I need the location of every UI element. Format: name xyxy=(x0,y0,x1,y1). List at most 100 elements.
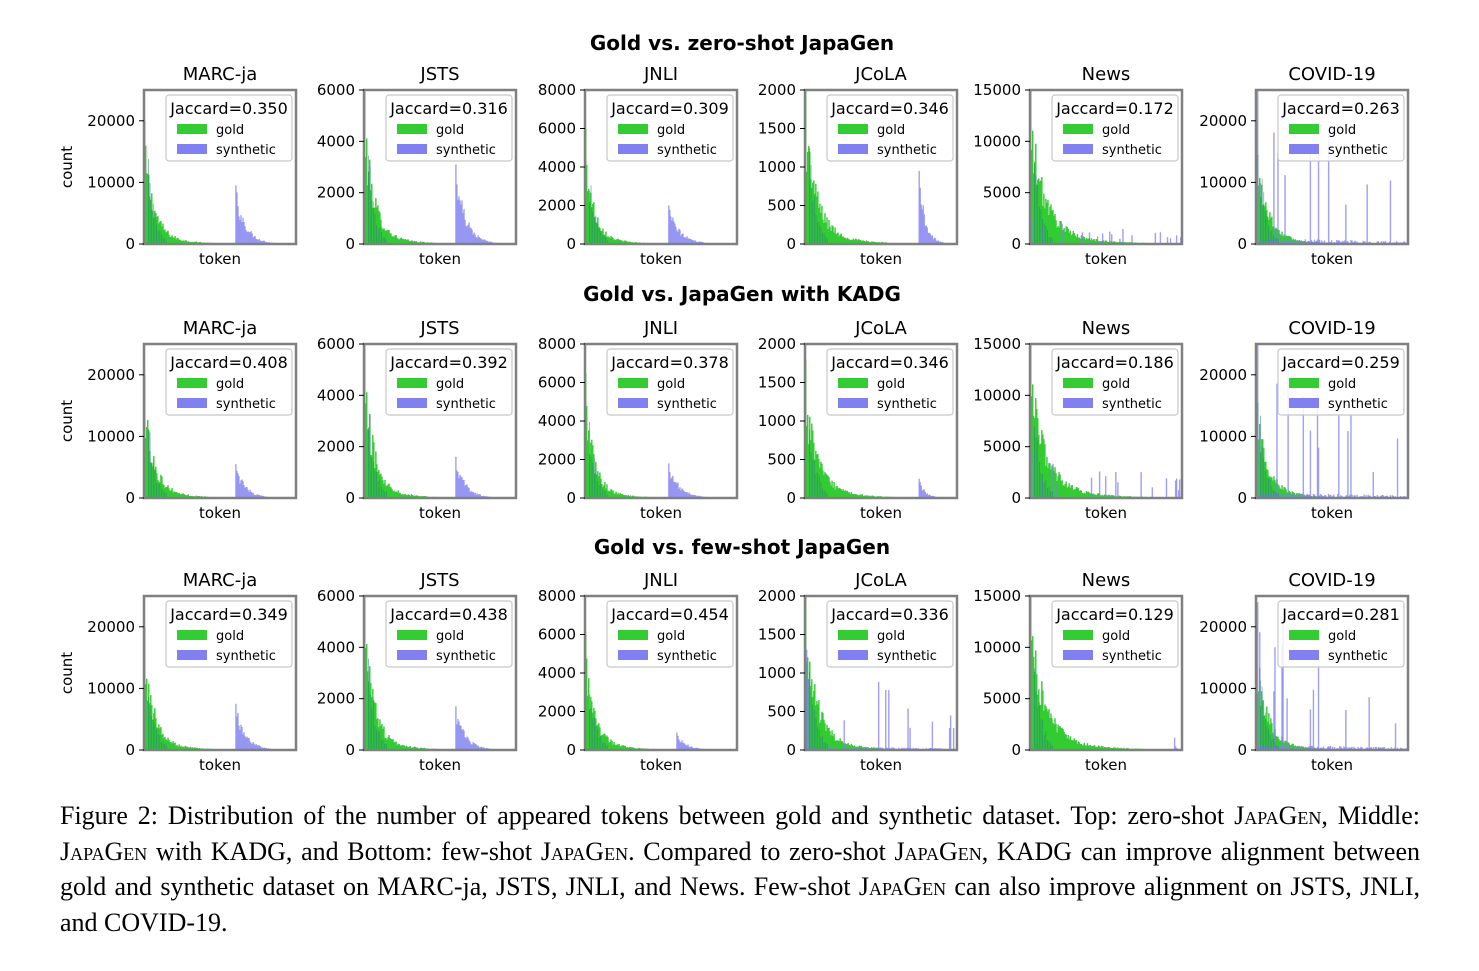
y-tick-label: 0 xyxy=(1237,489,1247,507)
gold-bar xyxy=(1094,240,1097,244)
legend-swatch-gold xyxy=(838,124,868,134)
synthetic-bar xyxy=(473,232,475,244)
synthetic-bar xyxy=(1031,218,1033,244)
gold-bar xyxy=(834,227,836,244)
overlap-bar xyxy=(592,718,594,750)
gold-bar xyxy=(158,223,160,244)
gold-bar xyxy=(1276,736,1278,750)
gold-bar xyxy=(830,485,832,498)
legend-swatch-gold xyxy=(177,124,207,134)
gold-bar xyxy=(839,738,841,750)
synthetic-bar xyxy=(1267,493,1269,498)
synthetic-bar xyxy=(688,746,690,750)
synthetic-bar xyxy=(1117,482,1119,498)
gold-bar xyxy=(1049,463,1051,498)
gold-bar xyxy=(1086,743,1089,750)
synthetic-bar xyxy=(677,232,679,244)
overlap-bar xyxy=(1037,184,1039,244)
y-tick-label: 1500 xyxy=(758,374,796,392)
synthetic-bar xyxy=(466,736,468,750)
synthetic-bar xyxy=(1281,239,1283,244)
gold-bar xyxy=(1101,494,1104,498)
gold-bar xyxy=(1272,480,1274,498)
gold-bar xyxy=(398,239,400,244)
gold-bar xyxy=(375,198,377,244)
synthetic-bar xyxy=(669,209,671,244)
synthetic-bar xyxy=(686,745,688,750)
gold-bar xyxy=(386,485,388,498)
synthetic-bar xyxy=(1363,494,1365,498)
gold-bar xyxy=(1273,476,1275,498)
synthetic-bar xyxy=(455,456,457,498)
legend-swatch-synthetic xyxy=(838,144,868,154)
panel-title: JNLI xyxy=(643,570,678,591)
gold-bar xyxy=(811,679,813,750)
gold-bar xyxy=(843,237,845,244)
gold-bar xyxy=(375,702,377,750)
legend-swatch-synthetic xyxy=(618,398,648,408)
histogram-panel: News050001000015000tokenJaccard=0.172gol… xyxy=(973,64,1184,268)
gold-bar xyxy=(1055,473,1057,498)
gold-bar xyxy=(1056,732,1058,750)
gold-bar xyxy=(1057,724,1059,750)
caption-text: . Compared to zero-shot xyxy=(628,836,886,866)
gold-bar xyxy=(1081,745,1084,750)
gold-bar xyxy=(414,746,417,750)
gold-bar xyxy=(1094,746,1097,750)
synthetic-bar xyxy=(933,237,936,244)
synthetic-bar xyxy=(473,493,475,498)
overlap-bar xyxy=(1274,490,1276,498)
gold-bar xyxy=(153,713,155,750)
synthetic-bar xyxy=(925,494,927,498)
synthetic-bar xyxy=(919,187,921,244)
gold-bar xyxy=(611,740,613,750)
synthetic-bar xyxy=(1346,241,1348,244)
synthetic-bar xyxy=(457,719,459,750)
synthetic-bar xyxy=(1273,492,1275,498)
gold-bar xyxy=(1043,710,1045,750)
synthetic-bar xyxy=(1281,494,1283,498)
overlap-bar xyxy=(384,491,386,498)
gold-bar xyxy=(838,236,840,244)
gold-bar xyxy=(1061,727,1063,750)
synthetic-bar xyxy=(457,199,459,244)
gold-bar xyxy=(609,238,611,244)
gold-bar xyxy=(1051,210,1053,244)
gold-bar xyxy=(866,495,869,498)
overlap-bar xyxy=(820,737,822,750)
gold-bar xyxy=(1059,726,1061,750)
synthetic-bar xyxy=(460,476,462,498)
gold-bar xyxy=(1073,233,1075,244)
synthetic-bar xyxy=(1274,647,1276,750)
gold-bar xyxy=(862,747,865,750)
gold-bar xyxy=(403,494,405,498)
gold-bar xyxy=(587,440,589,498)
synthetic-bar xyxy=(690,239,692,244)
synthetic-bar xyxy=(1313,239,1316,244)
gold-bar xyxy=(1267,470,1269,498)
gold-bar xyxy=(624,745,626,750)
gold-bar xyxy=(1087,745,1090,750)
overlap-bar xyxy=(593,458,595,498)
overlap-bar xyxy=(1260,182,1261,244)
panel-title: JCoLA xyxy=(854,64,907,85)
gold-bar xyxy=(1095,495,1098,498)
gold-bar xyxy=(828,727,830,750)
gold-bar xyxy=(1085,237,1088,244)
overlap-bar xyxy=(148,159,149,244)
gold-bar xyxy=(1300,746,1302,750)
gold-bar xyxy=(824,472,826,498)
gold-bar xyxy=(1059,474,1061,498)
gold-bar xyxy=(160,726,162,750)
synthetic-bar xyxy=(1346,495,1348,498)
overlap-bar xyxy=(1276,237,1278,244)
legend-label-gold: gold xyxy=(657,629,685,644)
overlap-bar xyxy=(157,231,159,244)
synthetic-bar xyxy=(672,217,674,244)
gold-bar xyxy=(1096,493,1099,498)
overlap-bar xyxy=(1048,741,1050,750)
legend-jaccard: Jaccard=0.309 xyxy=(610,99,729,118)
histogram-panel: JNLI02000400060008000tokenJaccard=0.454g… xyxy=(538,570,739,774)
legend-jaccard: Jaccard=0.316 xyxy=(389,99,508,118)
legend-swatch-synthetic xyxy=(1063,398,1093,408)
